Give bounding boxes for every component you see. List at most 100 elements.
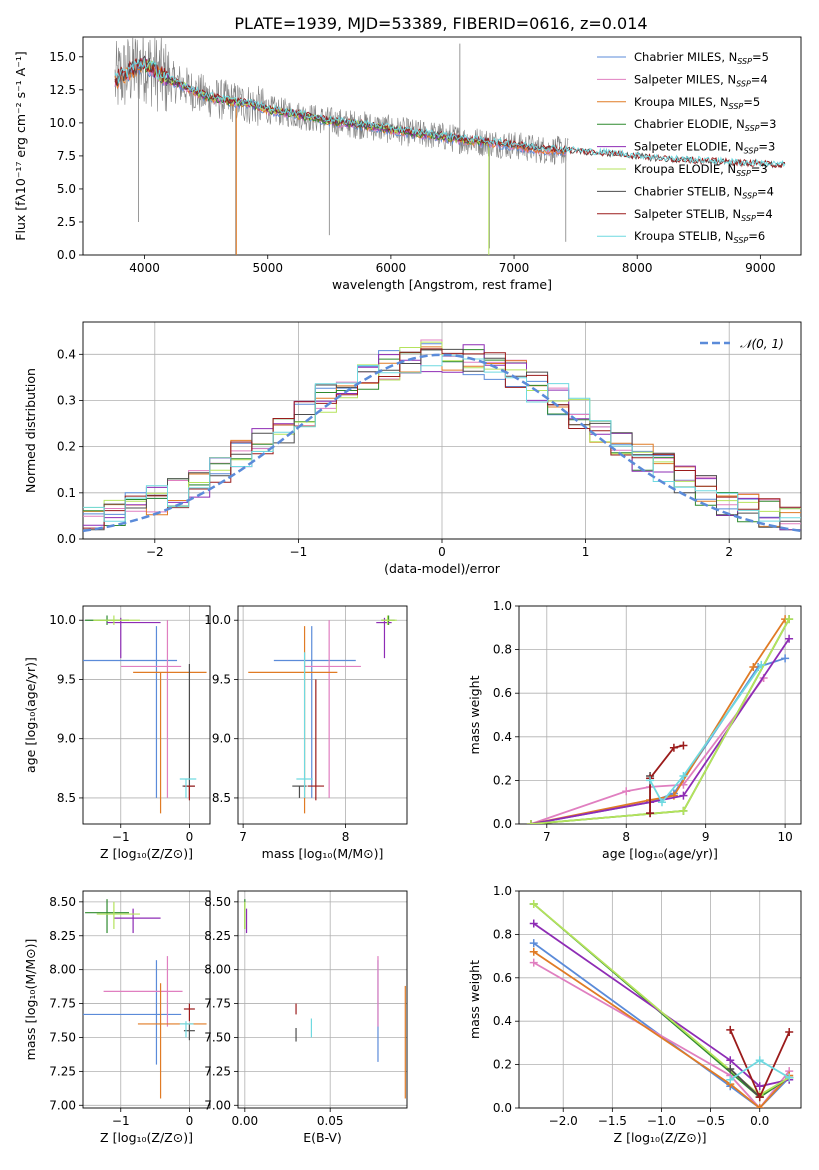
y-tick-label: 0.2 [493,1058,512,1072]
spectrum-legend: Chabrier MILES, NSSP=5 Salpeter MILES, NS… [597,50,776,245]
y-axis-label: mass weight [467,960,482,1039]
spectrum-plot [114,37,786,255]
x-tick-label: 0 [186,830,194,844]
legend-entry: Kroupa STELIB, NSSP=6 [634,229,765,245]
y-tick-label: 8.25 [49,929,76,943]
weight-point-marker [669,743,678,752]
x-axis-label: age [log₁₀(age/yr)] [602,846,718,861]
y-tick-label: 0.8 [493,927,512,941]
x-tick-label: 0.05 [317,1114,344,1128]
weight-vs-Z-axes: −2.0 −1.5 −1.0 −0.5 0.0 0.0 0.2 0.4 0.6 0.8 1.0 Z [… [467,884,802,1145]
weight-point-marker [749,663,758,672]
weight-point-marker [781,654,790,663]
y-tick-label: 10.0 [49,613,76,627]
y-tick-label: 5.0 [57,182,76,196]
weight-series-line [530,638,790,824]
x-tick-label: 5000 [252,261,283,275]
weight-series-line [533,951,790,1108]
legend-entry: Salpeter ELODIE, NSSP=3 [634,140,775,156]
mass-vs-Z-frame [82,890,211,1109]
weight-point-marker [726,1056,735,1065]
weight-point-marker [755,1056,764,1065]
y-tick-label: 0.1 [57,486,76,500]
weight-point-marker [757,660,766,669]
y-tick-label: 0.0 [57,248,76,262]
model-spectrum-line [114,57,567,157]
weight-series-line [649,664,763,804]
x-tick-label: 0.00 [231,1114,258,1128]
weight-point-marker [755,1082,764,1091]
weight-point-marker [679,772,688,781]
histogram-step [83,355,801,522]
weight-point-marker [622,787,631,796]
y-tick-label: 2.5 [57,215,76,229]
y-tick-label: 0.6 [493,686,512,700]
x-axis-label: Z [log₁₀(Z/Z⊙)] [100,846,193,861]
y-tick-label: 0.6 [493,971,512,985]
age-vs-mass-axes: 7 8 8.5 9.0 9.5 10.0 mass [log₁₀(M/M⊙)] [204,605,408,861]
x-tick-label: 8 [622,830,630,844]
weight-point-marker [679,741,688,750]
x-tick-label: −1 [112,830,130,844]
weight-point-marker [657,798,666,807]
y-axis-label: Normed distribution [23,368,38,493]
residuals-plot [83,339,801,533]
residuals-legend: 𝒩(0, 1) [700,337,784,351]
y-tick-label: 1.0 [493,884,512,898]
x-tick-label: 4000 [129,261,160,275]
weight-series-line [533,961,790,1108]
weight-point-marker [726,1025,735,1034]
legend-entry: Salpeter MILES, NSSP=4 [634,72,768,88]
age-vs-mass-frame [237,605,408,825]
x-tick-label: −0.5 [696,1114,725,1128]
legend-entry: 𝒩(0, 1) [740,337,784,351]
residuals-axes: −2 −1 0 1 2 0.0 0.1 0.2 0.3 0.4 (data-model)/error… [23,321,802,576]
y-tick-label: 7.00 [204,1098,231,1112]
x-axis-label: Z [log₁₀(Z/Z⊙)] [100,1130,193,1145]
x-tick-label: 0 [438,545,446,559]
y-tick-label: 10.0 [204,613,231,627]
x-tick-label: 7 [543,830,551,844]
mass-vs-EBV-axes: 0.00 0.05 7.00 7.25 7.50 7.75 8.00 8.25 8.50 E(B-… [204,890,408,1145]
x-tick-label: 7000 [499,261,530,275]
x-tick-label: 1 [582,545,590,559]
x-axis-label: E(B-V) [303,1130,342,1145]
weight-point-marker [646,809,655,818]
age-vs-Z-frame [82,605,211,825]
spectrum-frame [82,36,802,256]
y-tick-label: 8.5 [212,791,231,805]
x-axis-label: wavelength [Angstrom, rest frame] [332,277,552,292]
figure-title: PLATE=1939, MJD=53389, FIBERID=0616, z=0… [234,14,647,33]
y-tick-label: 0.2 [57,440,76,454]
weight-point-marker [529,919,538,928]
y-tick-label: 0.3 [57,393,76,407]
age-vs-Z-axes: −1 0 8.5 9.0 9.5 10.0 Z [log₁₀(Z/Z⊙)] age [log₁… [23,605,211,861]
age-vs-mass-plot [248,615,397,814]
weight-point-marker [755,1104,764,1108]
x-tick-label: 8000 [622,261,653,275]
y-tick-label: 0.0 [57,532,76,546]
y-tick-label: 0.4 [57,347,76,361]
x-tick-label: 0 [186,1114,194,1128]
y-tick-label: 8.00 [204,963,231,977]
y-tick-label: 7.25 [204,1064,231,1078]
y-tick-label: 9.0 [212,732,231,746]
x-axis-label: Z [log₁₀(Z/Z⊙)] [614,1130,707,1145]
legend-entry: Chabrier STELIB, NSSP=4 [634,184,774,200]
x-tick-label: −2.0 [549,1114,578,1128]
spectrum-axes: 4000 5000 6000 7000 8000 9000 0.0 2.5 5.0 7.5 10.0… [13,36,802,292]
weight-point-marker [679,791,688,800]
y-tick-label: 9.5 [212,672,231,686]
x-tick-label: 2 [725,545,733,559]
y-tick-label: 7.75 [204,997,231,1011]
y-tick-label: 8.50 [204,895,231,909]
x-tick-label: 8 [342,830,350,844]
y-tick-label: 8.25 [204,929,231,943]
y-tick-label: 7.00 [49,1098,76,1112]
y-tick-label: 0.0 [493,817,512,831]
y-tick-label: 7.25 [49,1064,76,1078]
x-axis-label: mass [log₁₀(M/M⊙)] [262,846,384,861]
weight-point-marker [785,1073,794,1082]
weight-point-marker [526,820,535,824]
weight-point-marker [755,1093,764,1102]
